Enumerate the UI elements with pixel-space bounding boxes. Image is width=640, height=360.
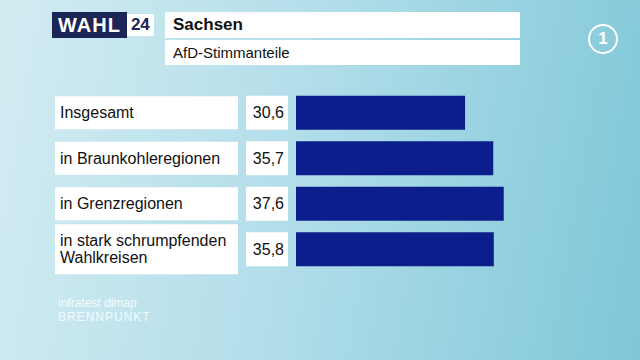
html-text:WAHL: WAHL: [58, 14, 121, 36]
svg-text:35,8: 35,8: [253, 241, 284, 258]
svg-text:in Grenzregionen: in Grenzregionen: [60, 195, 183, 212]
html-text:Sachsen: Sachsen: [173, 15, 243, 34]
svg-text:in Braunkohleregionen: in Braunkohleregionen: [60, 150, 220, 167]
html-text:AfD-Stimmanteile: AfD-Stimmanteile: [173, 44, 290, 61]
html-text:infratest dimap: infratest dimap: [58, 296, 137, 310]
svg-text:Wahlkreisen: Wahlkreisen: [60, 249, 147, 266]
html-text:1: 1: [598, 29, 608, 48]
svg-text:35,7: 35,7: [253, 150, 284, 167]
svg-text:in stark schrumpfenden: in stark schrumpfenden: [60, 232, 231, 249]
svg-text:37,6: 37,6: [253, 195, 284, 212]
html-text:BRENNPUNKT: BRENNPUNKT: [58, 310, 151, 324]
svg-text:Insgesamt: Insgesamt: [60, 104, 134, 121]
html-text:24: 24: [130, 15, 150, 34]
svg-text:30,6: 30,6: [253, 104, 284, 121]
